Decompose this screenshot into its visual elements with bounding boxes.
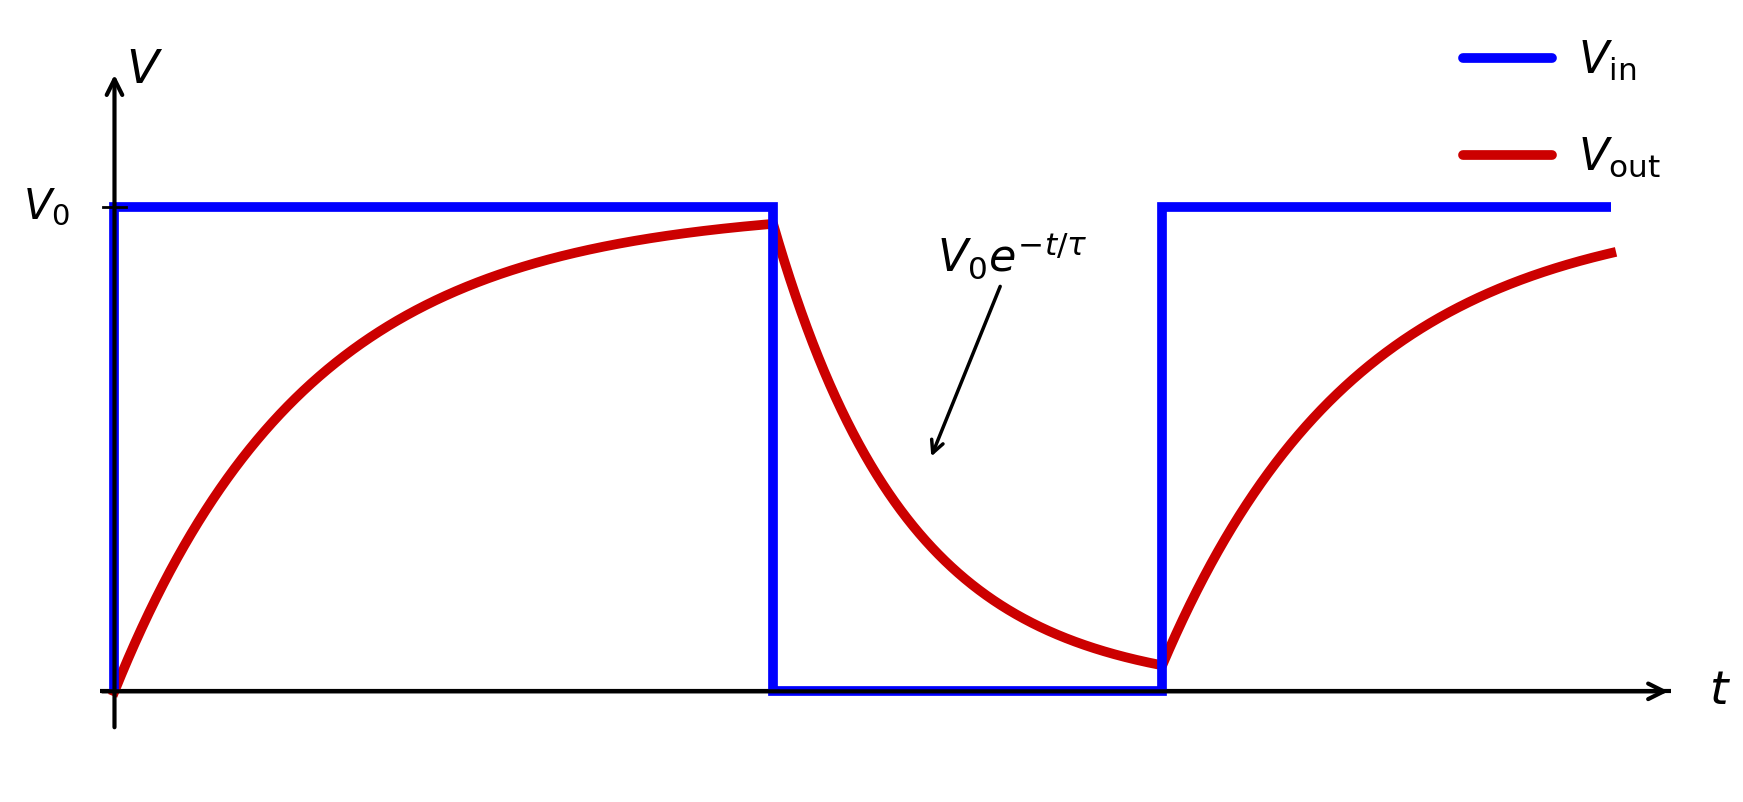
Text: $V_0 e^{-t/\tau}$: $V_0 e^{-t/\tau}$ xyxy=(933,231,1088,453)
Text: $V_0$: $V_0$ xyxy=(23,186,70,229)
Text: $V$: $V$ xyxy=(127,48,164,93)
Legend: $V_{\mathrm{in}}$, $V_{\mathrm{out}}$: $V_{\mathrm{in}}$, $V_{\mathrm{out}}$ xyxy=(1445,21,1679,197)
Text: $t$: $t$ xyxy=(1708,669,1731,714)
